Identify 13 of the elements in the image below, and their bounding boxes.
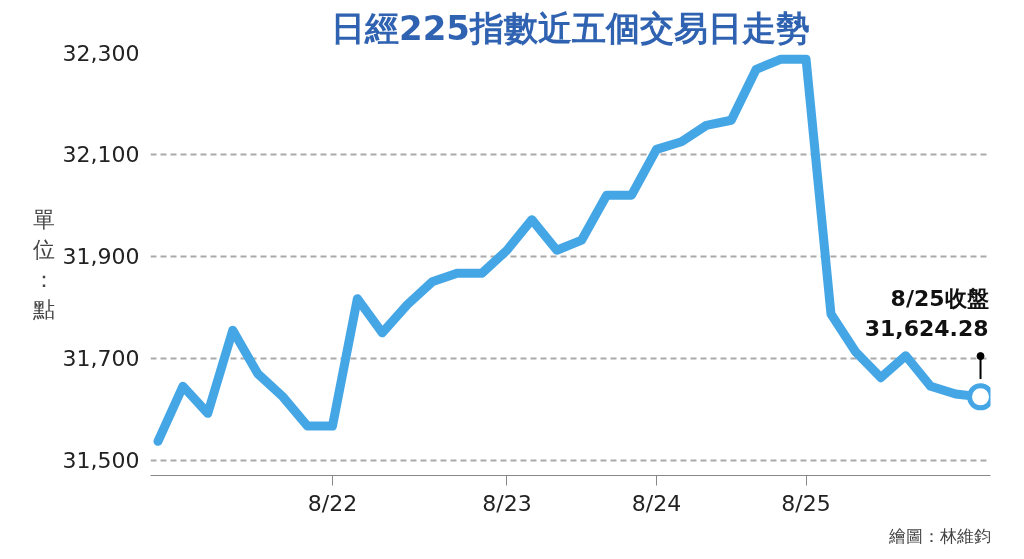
y-tick-label: 32,300 (62, 40, 140, 66)
y-tick-label: 31,500 (62, 448, 140, 474)
x-tick-label: 8/24 (631, 490, 682, 516)
text: 繪圖：林維鈞 (887, 525, 991, 546)
y-tick-label: 31,900 (62, 244, 140, 270)
y-tick-label: 32,100 (62, 142, 140, 168)
annotation: 8/25收盤 31,624.28 (864, 285, 989, 341)
y-tick-label: 31,700 (62, 346, 140, 372)
x-tick-label: 8/22 (307, 490, 358, 516)
x-tick-label: 8/23 (482, 490, 532, 516)
y-axis-title: 單位：點 (31, 206, 55, 322)
chart-title: 日經225指數近五個交易日走勢 (331, 7, 810, 48)
x-tick-label: 8/25 (781, 490, 831, 516)
